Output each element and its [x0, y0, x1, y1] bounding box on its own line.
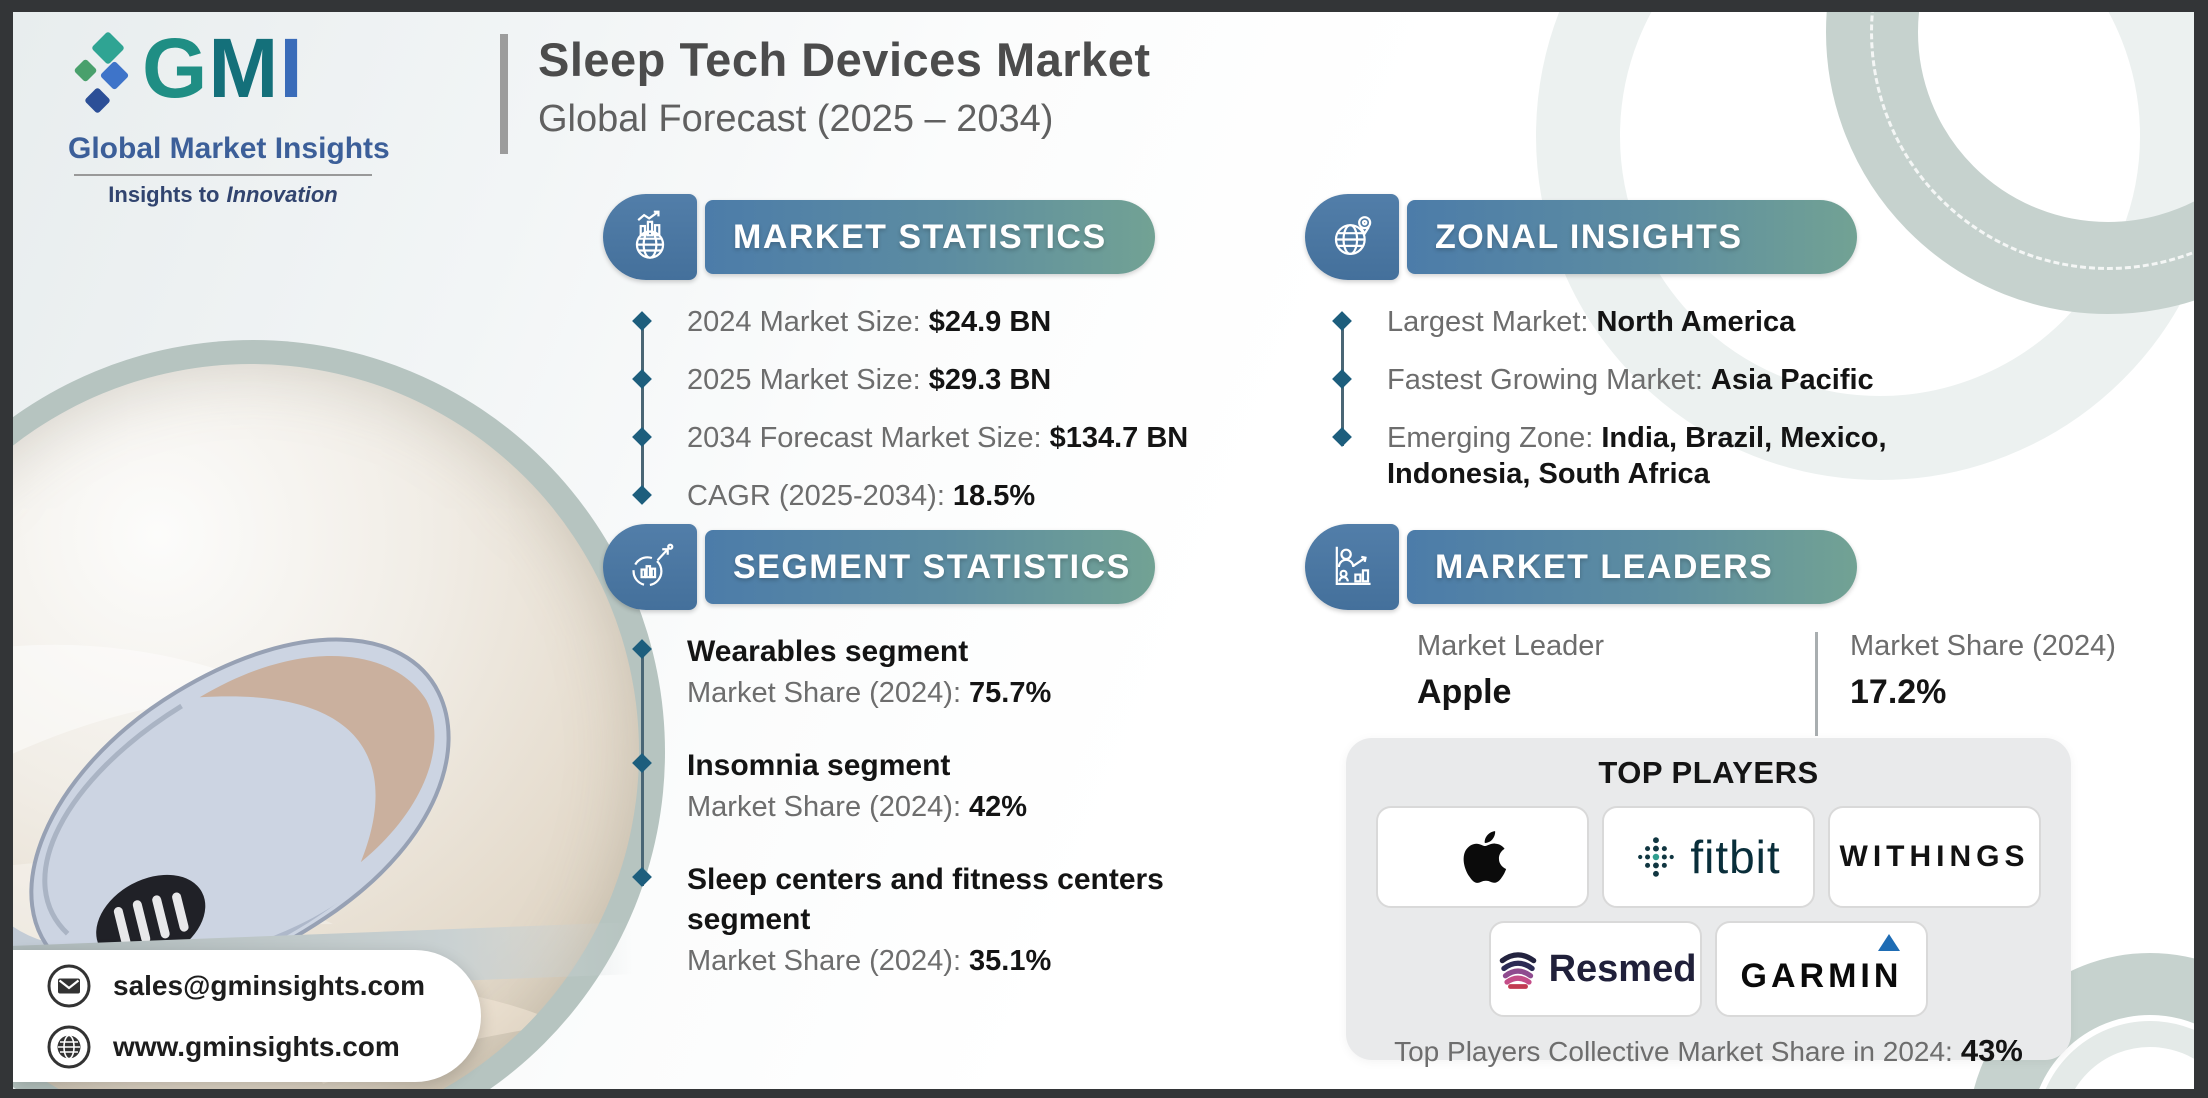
segment-name: Wearables segment	[687, 635, 969, 668]
fitbit-wordmark: fitbit	[1690, 831, 1781, 883]
list-item: 2024 Market Size: $24.9 BN	[635, 304, 1215, 340]
segment-share-value: 42%	[969, 791, 1028, 823]
player-card-fitbit: fitbit	[1602, 806, 1815, 908]
list-item: Wearables segment Market Share (2024): 75…	[635, 632, 1235, 714]
list-item: 2034 Forecast Market Size: $134.7 BN	[635, 420, 1215, 456]
market-share-value: 17.2%	[1850, 673, 1947, 711]
market-share-label: Market Share (2024)	[1850, 630, 2116, 662]
segment-share-label: Market Share (2024):	[687, 945, 962, 977]
donut-chart-icon	[603, 524, 697, 610]
market-statistics-list: 2024 Market Size: $24.9 BN 2025 Market Si…	[635, 304, 1215, 514]
market-leader-summary: Market Leader Apple Market Share (2024) …	[1417, 630, 2116, 736]
list-item: Emerging Zone: India, Brazil, Mexico, Ind…	[1335, 420, 2025, 492]
segment-share-value: 75.7%	[969, 677, 1052, 709]
title-accent-bar	[500, 34, 508, 154]
segment-name: Sleep centers and fitness centers segmen…	[687, 863, 1164, 936]
vertical-divider	[1815, 632, 1818, 736]
zone-value: North America	[1596, 306, 1796, 338]
apple-logo	[1463, 831, 1506, 883]
segment-name: Insomnia segment	[687, 749, 951, 782]
segment-statistics-list: Wearables segment Market Share (2024): 75…	[635, 632, 1235, 982]
list-item: Largest Market: North America	[1335, 304, 2025, 340]
stat-label: 2024 Market Size:	[687, 306, 921, 338]
title-block: Sleep Tech Devices Market Global Forecas…	[500, 34, 1150, 154]
gmi-logo-mark: GMI	[68, 21, 378, 128]
footnote-value: 43%	[1960, 1033, 2023, 1068]
stat-value: $134.7 BN	[1049, 422, 1189, 454]
segment-share-value: 35.1%	[969, 945, 1052, 977]
section-header-segment-statistics: SEGMENT STATISTICS	[603, 524, 1155, 610]
gmi-tagline: Insights to Innovation	[68, 182, 378, 208]
gmi-logo: GMI Global Market Insights Insights to In…	[68, 21, 390, 208]
gmi-diamond-icon	[84, 87, 111, 114]
stat-label: 2034 Forecast Market Size:	[687, 422, 1042, 454]
segment-share-label: Market Share (2024):	[687, 677, 962, 709]
garmin-text: GARMIN	[1740, 956, 1903, 995]
globe-icon	[47, 1025, 91, 1068]
zone-label: Largest Market:	[1387, 306, 1589, 338]
garmin-wordmark: GARMIN	[1740, 933, 1903, 996]
zone-value: India, Brazil, Mexico, Indonesia, South …	[1387, 422, 1887, 490]
envelope-icon	[47, 964, 91, 1007]
stat-value: 18.5%	[952, 480, 1036, 512]
gmi-tagline-emphasis: Innovation	[226, 182, 338, 207]
page-subtitle: Global Forecast (2025 – 2034)	[538, 98, 1054, 140]
list-item: Fastest Growing Market: Asia Pacific	[1335, 362, 2025, 398]
player-card-apple	[1376, 806, 1589, 908]
list-item: Sleep centers and fitness centers segmen…	[635, 860, 1235, 982]
market-leader-label: Market Leader	[1417, 630, 1604, 662]
zone-label: Fastest Growing Market:	[1387, 364, 1703, 396]
zone-value: Asia Pacific	[1710, 364, 1874, 396]
gmi-divider	[74, 174, 372, 176]
footnote-label: Top Players Collective Market Share in 2…	[1394, 1036, 1953, 1067]
growth-globe-icon	[603, 194, 697, 280]
list-item: Insomnia segment Market Share (2024): 42%	[635, 746, 1235, 828]
gmi-diamond-icon	[99, 60, 130, 91]
section-title-zonal-insights: ZONAL INSIGHTS	[1407, 200, 1857, 274]
section-title-market-statistics: MARKET STATISTICS	[705, 200, 1155, 274]
player-card-withings: WITHINGS	[1828, 806, 2041, 908]
garmin-triangle-icon	[1878, 933, 1901, 951]
section-header-market-leaders: MARKET LEADERS	[1305, 524, 1857, 610]
gmi-company-name: Global Market Insights	[68, 132, 390, 165]
gmi-acronym: GMI	[142, 21, 304, 115]
market-leader-value: Apple	[1417, 673, 1512, 711]
section-title-market-leaders: MARKET LEADERS	[1407, 530, 1857, 604]
section-title-segment-statistics: SEGMENT STATISTICS	[705, 530, 1155, 604]
page-title: Sleep Tech Devices Market	[538, 33, 1151, 86]
list-item: CAGR (2025-2034): 18.5%	[635, 478, 1215, 514]
infographic-canvas: GMI Global Market Insights Insights to In…	[13, 12, 2194, 1089]
gmi-tagline-prefix: Insights to	[108, 182, 220, 207]
resmed-wordmark: Resmed	[1548, 947, 1697, 990]
contact-email-row: sales@gminsights.com	[45, 962, 481, 1010]
segment-share-label: Market Share (2024):	[687, 791, 962, 823]
top-players-title: TOP PLAYERS	[1598, 755, 1819, 790]
section-header-zonal-insights: ZONAL INSIGHTS	[1305, 194, 1857, 280]
fitbit-logo-mark	[1638, 837, 1675, 877]
stat-label: CAGR (2025-2034):	[687, 480, 945, 512]
stat-label: 2025 Market Size:	[687, 364, 921, 396]
zone-label: Emerging Zone:	[1387, 422, 1594, 454]
stat-value: $24.9 BN	[928, 306, 1052, 338]
withings-wordmark: WITHINGS	[1839, 840, 2030, 873]
stat-value: $29.3 BN	[928, 364, 1052, 396]
leader-podium-icon	[1305, 524, 1399, 610]
zonal-insights-list: Largest Market: North America Fastest Gro…	[1335, 304, 2025, 492]
contact-card: sales@gminsights.com www.gminsights.com	[13, 950, 481, 1082]
list-item: 2025 Market Size: $29.3 BN	[635, 362, 1215, 398]
contact-website: www.gminsights.com	[113, 1030, 400, 1062]
top-players-panel: TOP PLAYERS fitbit WITHINGS	[1346, 738, 2071, 1068]
resmed-logo-mark	[1499, 952, 1536, 989]
globe-pin-icon	[1305, 194, 1399, 280]
top-players-footnote: Top Players Collective Market Share in 2…	[1346, 1033, 2071, 1069]
contact-website-row: www.gminsights.com	[45, 1023, 481, 1071]
section-header-market-statistics: MARKET STATISTICS	[603, 194, 1155, 280]
player-card-resmed: Resmed	[1489, 921, 1702, 1017]
gmi-diamond-icon	[91, 31, 125, 65]
gmi-diamond-icon	[73, 58, 98, 83]
contact-email: sales@gminsights.com	[113, 969, 426, 1001]
player-card-garmin: GARMIN	[1715, 921, 1928, 1017]
